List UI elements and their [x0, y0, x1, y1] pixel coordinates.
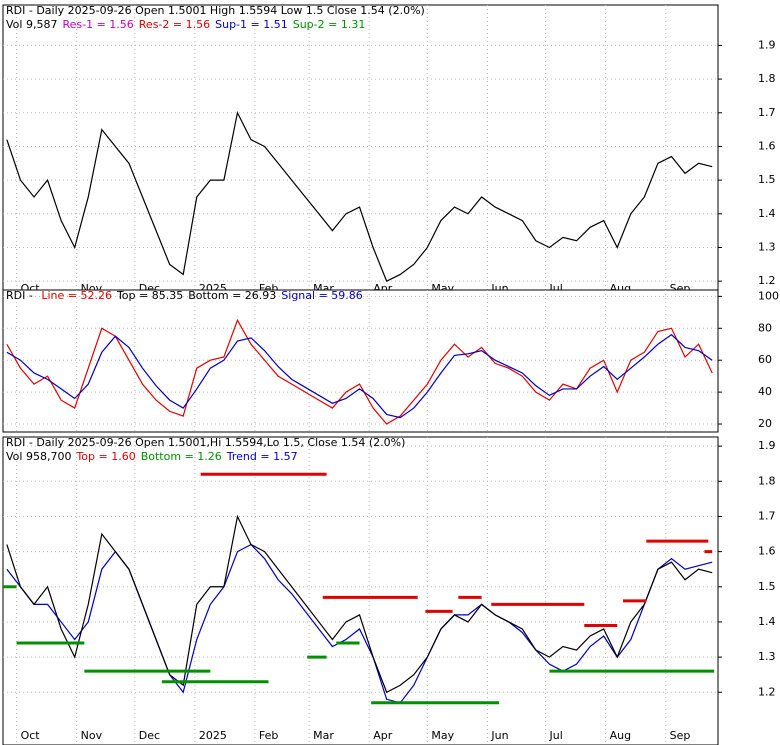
y-tick-label: 1.9	[758, 439, 776, 452]
header-line: RDI - Line = 52.26 Top = 85.35 Bottom = 26…	[6, 289, 363, 302]
price-line	[6, 318, 713, 425]
y-tick-label: 1.2	[758, 274, 776, 287]
y-tick-label: 1.4	[758, 207, 776, 220]
header-item: Trend = 1.57	[226, 450, 298, 463]
price-line	[6, 333, 713, 419]
y-tick-label: 80	[758, 321, 772, 334]
y-tick-label: 1.9	[758, 38, 776, 51]
x-tick-label: Dec	[139, 729, 160, 742]
header-item: Bottom = 26.93	[188, 289, 276, 302]
x-tick-label: Sep	[670, 729, 691, 742]
y-tick-label: 1.2	[758, 685, 776, 698]
y-tick-label: 1.7	[758, 509, 776, 522]
header-item: Top = 85.35	[116, 289, 183, 302]
header-item: Vol 9,587	[6, 18, 57, 31]
header-item: Res-2 = 1.56	[139, 18, 210, 31]
header-item: RDI -	[6, 289, 36, 302]
header-line: Vol 9,587 Res-1 = 1.56 Res-2 = 1.56 Sup-1 =…	[6, 18, 365, 31]
y-tick-label: 1.4	[758, 615, 776, 628]
y-tick-label: 1.7	[758, 106, 776, 119]
header-item: Signal = 59.86	[281, 289, 363, 302]
header-line: RDI - Daily 2025-09-26 Open 1.5001,Hi 1.…	[6, 436, 405, 449]
y-tick-label: 1.8	[758, 474, 776, 487]
header-item: RDI - Daily 2025-09-26 Open 1.5001 High …	[6, 4, 425, 17]
price-line	[6, 110, 713, 282]
y-tick-label: 1.6	[758, 545, 776, 558]
x-tick-label: May	[431, 729, 454, 742]
x-tick-label: Jul	[549, 729, 563, 742]
header-item: Top = 1.60	[75, 450, 135, 463]
y-tick-label: 1.5	[758, 173, 776, 186]
y-tick-label: 40	[758, 385, 772, 398]
panel	[2, 289, 719, 433]
y-tick-label: 1.8	[758, 72, 776, 85]
y-tick-label: 1.6	[758, 139, 776, 152]
y-tick-label: 1.3	[758, 240, 776, 253]
x-tick-label: 2025	[199, 729, 227, 742]
header-item: Line = 52.26	[41, 289, 112, 302]
header-item: Sup-2 = 1.31	[293, 18, 366, 31]
x-tick-label: Aug	[610, 729, 631, 742]
x-tick-label: Apr	[373, 729, 393, 742]
header-item: Res-1 = 1.56	[62, 18, 133, 31]
header-item: Sup-1 = 1.51	[215, 18, 288, 31]
panel	[2, 4, 719, 299]
x-tick-label: Oct	[21, 729, 41, 742]
y-tick-label: 20	[758, 417, 772, 430]
x-tick-label: Nov	[81, 729, 103, 742]
y-tick-label: 1.3	[758, 650, 776, 663]
price-line	[6, 514, 713, 694]
y-tick-label: 60	[758, 353, 772, 366]
panel	[2, 436, 719, 745]
x-tick-label: Jun	[490, 729, 508, 742]
x-tick-label: Mar	[313, 729, 334, 742]
header-line: RDI - Daily 2025-09-26 Open 1.5001 High …	[6, 4, 425, 17]
header-item: RDI - Daily 2025-09-26 Open 1.5001,Hi 1.…	[6, 436, 405, 449]
y-tick-label: 1.5	[758, 580, 776, 593]
y-tick-label: 100	[758, 289, 779, 302]
x-tick-label: Feb	[259, 729, 278, 742]
header-line: Vol 958,700 Top = 1.60 Bottom = 1.26 Trend …	[6, 450, 298, 463]
header-item: Bottom = 1.26	[141, 450, 222, 463]
header-item: Vol 958,700	[6, 450, 71, 463]
